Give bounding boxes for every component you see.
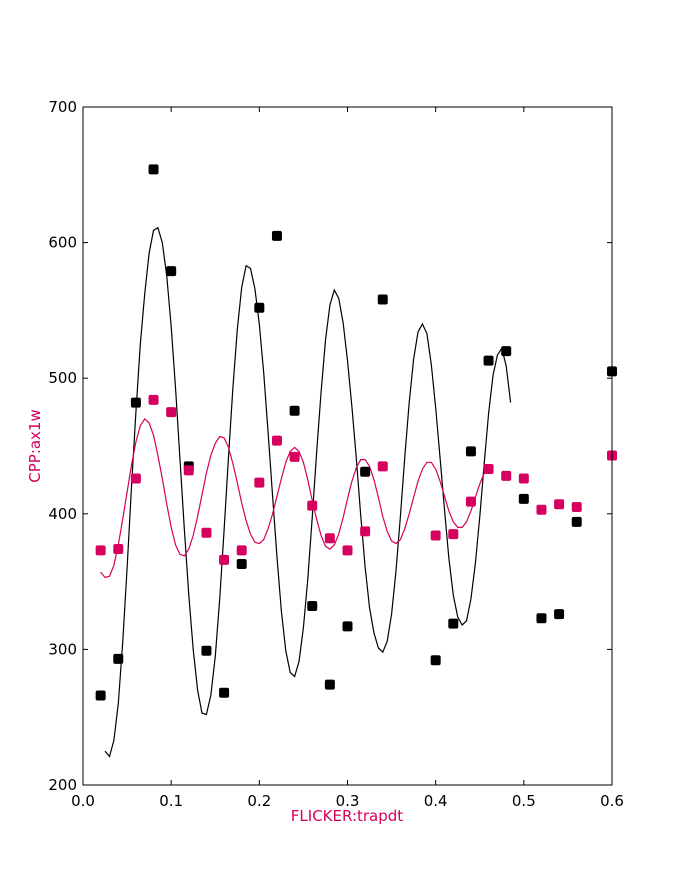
series-0-point bbox=[536, 613, 547, 624]
series-0-point bbox=[236, 558, 247, 569]
series-0-point bbox=[148, 164, 159, 175]
y-tick-label: 200 bbox=[48, 776, 77, 794]
y-tick-label: 400 bbox=[48, 505, 77, 523]
series-0-point bbox=[130, 397, 141, 408]
series-1-point bbox=[360, 526, 371, 537]
series-1-point bbox=[254, 477, 265, 488]
series-0-point bbox=[554, 609, 565, 620]
series-1-point bbox=[571, 502, 582, 513]
series-1-point bbox=[465, 496, 476, 507]
series-1-point bbox=[448, 529, 459, 540]
series-0-point bbox=[219, 687, 230, 698]
series-1-point bbox=[518, 473, 529, 484]
series-0-point bbox=[271, 230, 282, 241]
series-0-point bbox=[324, 679, 335, 690]
series-1-point bbox=[289, 451, 300, 462]
y-axis-label: CPP:ax1w bbox=[26, 409, 44, 483]
x-tick-label: 0.2 bbox=[247, 792, 271, 810]
series-0-point bbox=[430, 655, 441, 666]
series-1-point bbox=[271, 435, 282, 446]
series-1-point bbox=[219, 554, 230, 565]
series-0-point bbox=[465, 446, 476, 457]
x-axis-label: FLICKER:trapdt bbox=[291, 807, 403, 825]
series-1-point bbox=[536, 504, 547, 515]
series-0-point bbox=[95, 690, 106, 701]
series-1-point bbox=[342, 545, 353, 556]
x-tick-label: 0.1 bbox=[159, 792, 183, 810]
x-tick-label: 0.4 bbox=[424, 792, 448, 810]
series-0-point bbox=[360, 466, 371, 477]
series-1-point bbox=[183, 465, 194, 476]
series-1-fit-line bbox=[100, 417, 494, 579]
series-1-point bbox=[430, 530, 441, 541]
series-1-point bbox=[113, 544, 124, 555]
series-1-point bbox=[130, 473, 141, 484]
series-0-point bbox=[166, 266, 177, 277]
series-0-point bbox=[289, 405, 300, 416]
axes-frame bbox=[82, 106, 613, 786]
series-0-point bbox=[483, 355, 494, 366]
series-0-point bbox=[201, 645, 212, 656]
series-0-point bbox=[448, 618, 459, 629]
x-tick-label: 0.3 bbox=[336, 792, 360, 810]
series-1-point bbox=[501, 470, 512, 481]
y-tick-label: 600 bbox=[48, 234, 77, 252]
series-0-point bbox=[254, 302, 265, 313]
series-1-point bbox=[148, 394, 159, 405]
series-0-point bbox=[342, 621, 353, 632]
y-tick-label: 700 bbox=[48, 98, 77, 116]
series-1-point bbox=[554, 499, 565, 510]
series-1-point bbox=[483, 464, 494, 475]
series-1-point bbox=[201, 527, 212, 538]
series-0-point bbox=[518, 493, 529, 504]
series-0-point bbox=[377, 294, 388, 305]
series-0-point bbox=[571, 516, 582, 527]
series-1-point bbox=[166, 407, 177, 418]
x-tick-label: 0.5 bbox=[512, 792, 536, 810]
series-0-point bbox=[501, 346, 512, 357]
y-tick-label: 500 bbox=[48, 369, 77, 387]
plot-area bbox=[95, 164, 617, 758]
series-0-point bbox=[113, 653, 124, 664]
series-1-point bbox=[377, 461, 388, 472]
series-0-point bbox=[307, 601, 318, 612]
series-1-point bbox=[324, 533, 335, 544]
x-tick-label: 0.6 bbox=[600, 792, 624, 810]
series-1-point bbox=[236, 545, 247, 556]
x-tick-label: 0.0 bbox=[71, 792, 95, 810]
y-tick-label: 300 bbox=[48, 640, 77, 658]
series-1-point bbox=[95, 545, 106, 556]
series-1-point bbox=[307, 500, 318, 511]
